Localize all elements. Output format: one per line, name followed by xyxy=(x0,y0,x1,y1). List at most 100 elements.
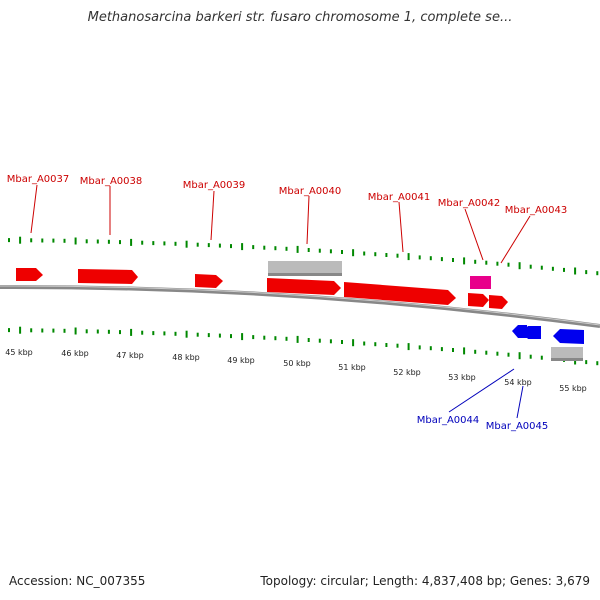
upper-tick xyxy=(96,239,99,244)
lower-tick xyxy=(485,350,488,355)
grey-feature-2[interactable] xyxy=(551,347,583,361)
upper-tick xyxy=(540,265,543,270)
upper-tick xyxy=(307,248,310,252)
grey-feature-1[interactable] xyxy=(268,261,342,276)
upper-tick xyxy=(463,257,466,265)
lower-tick xyxy=(241,333,244,341)
label-mbar-a0039[interactable]: Mbar_A0039 xyxy=(183,180,246,191)
upper-tick xyxy=(496,261,499,266)
lower-tick xyxy=(407,343,410,351)
kbp-label: 52 kbp xyxy=(393,368,421,377)
reverse-gene-labels: Mbar_A0044 Mbar_A0045 xyxy=(417,415,549,432)
label-mbar-a0040[interactable]: Mbar_A0040 xyxy=(279,186,342,197)
reverse-leader-lines xyxy=(448,368,524,419)
kbp-label: 49 kbp xyxy=(227,356,255,365)
upper-tick xyxy=(8,238,10,243)
gene-box-mbar-a0042[interactable] xyxy=(470,276,491,289)
lower-tick xyxy=(429,346,432,351)
lower-tick xyxy=(529,354,532,359)
lower-tick xyxy=(152,331,155,336)
upper-tick xyxy=(30,238,33,243)
grey-feature-1-shadow xyxy=(268,273,342,276)
lower-tick xyxy=(363,341,366,346)
lower-tick xyxy=(329,339,332,344)
lower-tick xyxy=(174,331,177,336)
upper-tick xyxy=(141,240,144,245)
upper-tick xyxy=(19,236,22,244)
lower-tick-track xyxy=(8,326,599,366)
lower-tick xyxy=(440,347,443,352)
accession-text: Accession: NC_007355 xyxy=(9,574,146,588)
kbp-label: 53 kbp xyxy=(448,373,476,382)
upper-tick xyxy=(507,262,510,267)
lower-tick xyxy=(463,347,466,355)
upper-tick xyxy=(185,240,188,248)
upper-tick xyxy=(285,246,288,251)
lower-tick xyxy=(474,349,477,354)
lower-tick xyxy=(63,328,66,333)
gene-arrow-mbar-a0044b[interactable] xyxy=(522,326,541,339)
kbp-scale-labels: 45 kbp 46 kbp 47 kbp 48 kbp 49 kbp 50 kb… xyxy=(5,348,587,393)
gene-arrow-mbar-a0044a[interactable] xyxy=(512,325,527,338)
upper-tick xyxy=(218,243,221,248)
lower-tick xyxy=(285,336,288,341)
upper-tick xyxy=(196,242,199,247)
upper-tick xyxy=(252,245,255,250)
upper-tick xyxy=(596,271,599,276)
lower-tick xyxy=(119,330,121,335)
lower-tick xyxy=(163,331,166,336)
upper-tick xyxy=(474,259,477,264)
upper-tick xyxy=(85,239,88,244)
label-mbar-a0041[interactable]: Mbar_A0041 xyxy=(368,192,431,203)
lower-tick xyxy=(96,329,99,334)
upper-tick xyxy=(385,253,388,257)
kbp-label: 46 kbp xyxy=(61,349,89,358)
upper-tick xyxy=(529,264,532,269)
gene-arrow-mbar-a0043b[interactable] xyxy=(489,295,508,309)
gene-arrow-mbar-a0043a[interactable] xyxy=(468,293,489,307)
lower-tick xyxy=(385,343,388,347)
upper-tick xyxy=(174,241,177,246)
lower-tick xyxy=(8,328,10,333)
lower-tick xyxy=(41,328,44,333)
gene-arrow-mbar-a0040[interactable] xyxy=(267,278,341,295)
lower-tick xyxy=(507,352,510,357)
upper-tick xyxy=(440,257,443,262)
upper-tick xyxy=(296,245,299,253)
upper-tick xyxy=(207,243,210,248)
upper-tick xyxy=(574,267,577,275)
label-mbar-a0043[interactable]: Mbar_A0043 xyxy=(505,205,568,216)
kbp-label: 54 kbp xyxy=(504,378,532,387)
lower-tick xyxy=(518,352,521,360)
grey-feature-2-shadow xyxy=(551,358,583,361)
gene-arrow-mbar-a0039[interactable] xyxy=(195,274,223,288)
upper-tick xyxy=(107,239,110,244)
upper-tick xyxy=(418,255,421,260)
kbp-label: 51 kbp xyxy=(338,363,366,372)
gene-arrow-mbar-a0041[interactable] xyxy=(344,282,456,305)
lower-tick xyxy=(252,335,255,340)
forward-gene-labels: Mbar_A0037 Mbar_A0038 Mbar_A0039 Mbar_A0… xyxy=(7,174,568,216)
upper-tick xyxy=(341,250,343,254)
label-mbar-a0045[interactable]: Mbar_A0045 xyxy=(486,421,549,432)
lower-tick xyxy=(196,332,199,337)
label-mbar-a0037[interactable]: Mbar_A0037 xyxy=(7,174,70,185)
forward-leader-lines xyxy=(30,184,531,264)
lower-tick xyxy=(296,335,299,343)
gene-arrow-mbar-a0037[interactable] xyxy=(16,268,43,281)
lower-tick xyxy=(74,327,77,335)
lower-tick xyxy=(540,355,543,360)
gene-arrow-mbar-a0038[interactable] xyxy=(78,269,138,284)
upper-tick xyxy=(230,244,232,249)
upper-tick xyxy=(329,249,332,254)
lower-tick xyxy=(496,351,499,356)
lower-tick xyxy=(585,360,588,365)
upper-tick xyxy=(274,246,277,251)
upper-tick xyxy=(485,260,488,265)
gene-arrow-mbar-a0045[interactable] xyxy=(553,329,584,344)
lower-tick xyxy=(374,342,377,347)
upper-tick xyxy=(585,270,588,275)
label-mbar-a0038[interactable]: Mbar_A0038 xyxy=(80,176,143,187)
label-mbar-a0044[interactable]: Mbar_A0044 xyxy=(417,415,480,426)
label-mbar-a0042[interactable]: Mbar_A0042 xyxy=(438,198,501,209)
